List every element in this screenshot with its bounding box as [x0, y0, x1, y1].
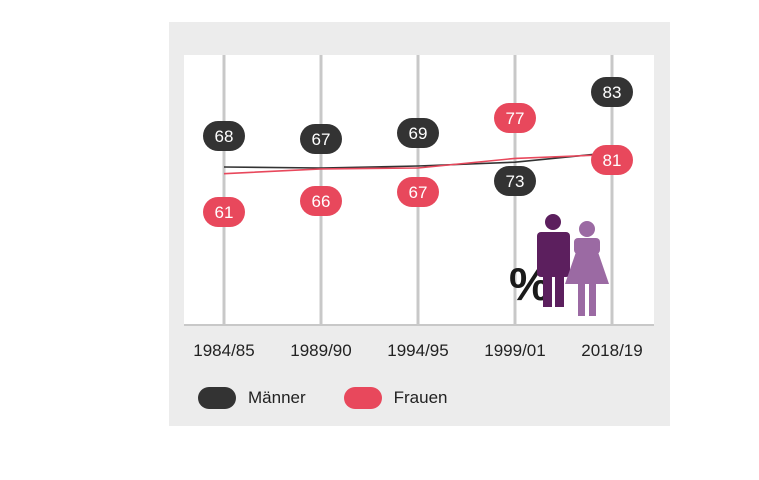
- data-label-value: 73: [506, 172, 525, 191]
- data-label-value: 81: [603, 151, 622, 170]
- legend-label-frauen: Frauen: [393, 388, 448, 407]
- data-label-maenner-5: 83: [591, 77, 633, 107]
- data-label-maenner-1: 68: [203, 121, 245, 151]
- data-label-value: 68: [215, 127, 234, 146]
- data-label-maenner-2: 67: [300, 124, 342, 154]
- series-lines: [223, 151, 613, 175]
- data-label-frauen-4: 77: [494, 103, 536, 133]
- data-label-value: 67: [312, 130, 331, 149]
- data-label-frauen-5: 81: [591, 145, 633, 175]
- x-tick-label: 1999/01: [484, 341, 545, 360]
- data-label-pill: [300, 186, 342, 216]
- people-icon: %: [509, 214, 609, 316]
- data-label-maenner-3: 69: [397, 118, 439, 148]
- data-label-value: 83: [603, 83, 622, 102]
- series-line-frauen: [223, 153, 613, 175]
- data-label-pill: [397, 118, 439, 148]
- legend-swatch-maenner: [198, 387, 236, 409]
- data-label-frauen-2: 66: [300, 186, 342, 216]
- data-label-value: 66: [312, 192, 331, 211]
- data-label-pill: [203, 121, 245, 151]
- line-chart: % 68 67 69 73 83 61 66 67 77 81 1984/85 1989/90 199…: [184, 55, 654, 360]
- data-label-pill: [591, 77, 633, 107]
- data-label-frauen-3: 67: [397, 177, 439, 207]
- legend: Männer Frauen: [198, 384, 486, 412]
- data-labels: 68 67 69 73 83 61 66 67 77 81: [203, 77, 633, 227]
- x-axis-ticks: 1984/85 1989/90 1994/95 1999/01 2018/19: [193, 341, 642, 360]
- legend-label-maenner: Männer: [248, 388, 306, 407]
- data-label-pill: [203, 197, 245, 227]
- chart-panel: % 68 67 69 73 83 61 66 67 77 81 1984/85 1989/90 199…: [169, 22, 670, 426]
- data-label-pill: [300, 124, 342, 154]
- legend-swatch-frauen: [343, 387, 382, 409]
- woman-icon: [565, 221, 609, 316]
- data-label-pill: [397, 177, 439, 207]
- legend-item-maenner: Männer: [198, 387, 306, 409]
- x-tick-label: 1984/85: [193, 341, 254, 360]
- data-label-maenner-4: 73: [494, 166, 536, 196]
- data-label-pill: [591, 145, 633, 175]
- series-line-maenner: [223, 151, 613, 169]
- data-label-value: 77: [506, 109, 525, 128]
- data-label-value: 61: [215, 203, 234, 222]
- legend-item-frauen: Frauen: [343, 387, 448, 409]
- x-tick-label: 2018/19: [581, 341, 642, 360]
- data-label-value: 69: [409, 124, 428, 143]
- data-label-frauen-1: 61: [203, 197, 245, 227]
- data-label-value: 67: [409, 183, 428, 202]
- x-tick-label: 1994/95: [387, 341, 448, 360]
- x-tick-label: 1989/90: [290, 341, 351, 360]
- man-icon: [537, 214, 570, 307]
- data-label-pill: [494, 103, 536, 133]
- data-label-pill: [494, 166, 536, 196]
